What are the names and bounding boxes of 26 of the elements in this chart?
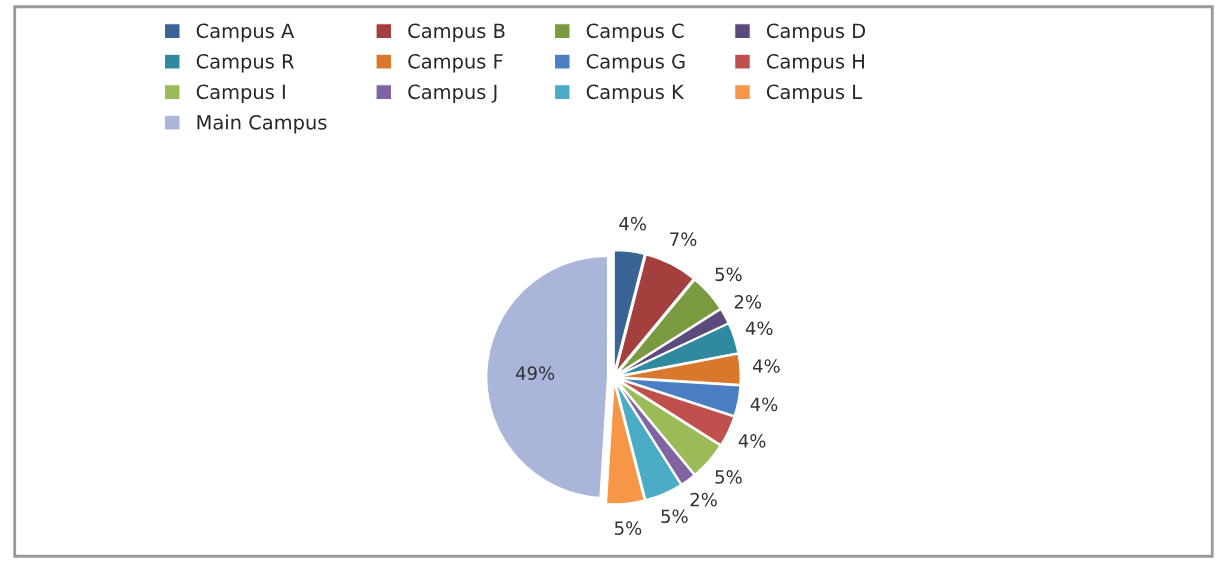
- legend-label: Campus A: [196, 23, 295, 42]
- data-label: 5%: [715, 267, 742, 282]
- data-label: 5%: [715, 470, 742, 484]
- data-label: 5%: [661, 509, 688, 524]
- legend-label: Campus K: [586, 84, 685, 103]
- legend-label: Campus J: [408, 84, 497, 103]
- legend-label: Campus G: [586, 53, 685, 73]
- legend-label: Campus H: [766, 53, 864, 73]
- legend-label: Campus L: [766, 84, 862, 103]
- data-label: 4%: [752, 359, 780, 373]
- legend-label: Campus D: [766, 23, 866, 42]
- data-label: 4%: [738, 434, 766, 448]
- data-label: 2%: [690, 492, 717, 507]
- data-label: 4%: [745, 321, 773, 336]
- data-label: 4%: [750, 397, 778, 412]
- legend-label: Campus F: [408, 53, 503, 73]
- legend-label: Campus B: [408, 23, 505, 42]
- legend-label: Main Campus: [197, 114, 327, 134]
- legend-label: Campus C: [586, 23, 684, 42]
- data-label: 7%: [670, 232, 697, 246]
- data-label: 49%: [515, 366, 555, 380]
- legend-label: Campus I: [196, 84, 285, 103]
- data-label: 4%: [619, 216, 647, 231]
- legend-label: Campus R: [196, 53, 294, 73]
- data-label: 5%: [614, 521, 642, 535]
- data-label: 2%: [734, 294, 762, 309]
